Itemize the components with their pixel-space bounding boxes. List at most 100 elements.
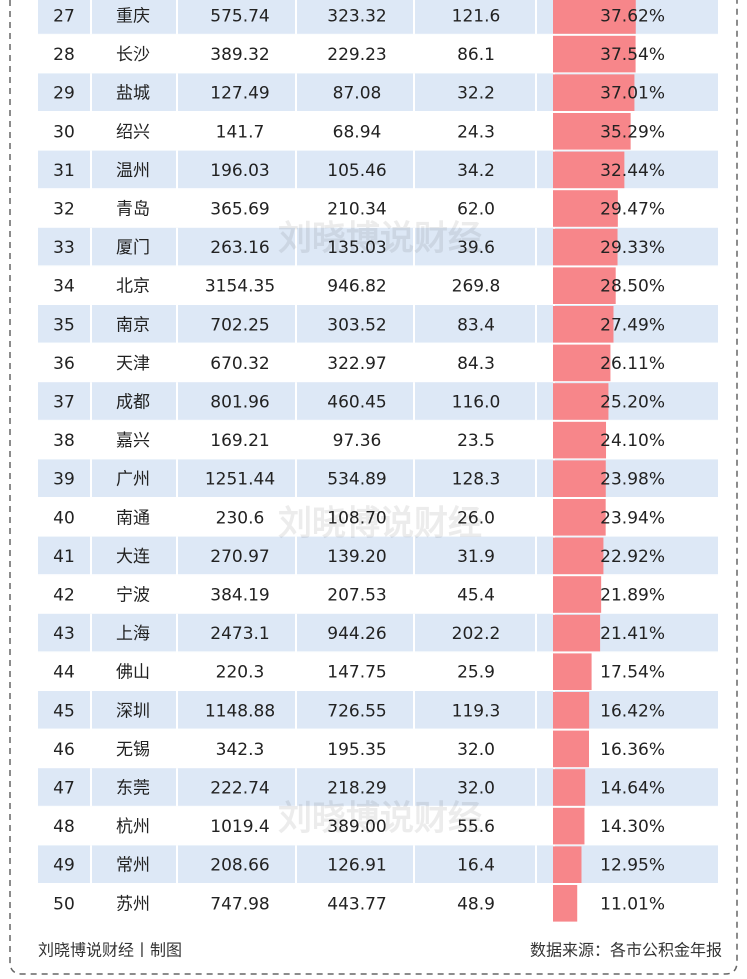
- row-divider: [38, 304, 718, 305]
- data-bar: [553, 306, 614, 343]
- row-divider: [38, 458, 718, 460]
- number-cell: 208.66: [210, 856, 269, 876]
- number-cell: 323.32: [327, 7, 386, 27]
- column-separator: [295, 536, 297, 576]
- data-bar: [553, 421, 607, 459]
- city-cell: 杭州: [116, 817, 150, 837]
- row-divider: [38, 728, 718, 730]
- number-cell: 2473.1: [210, 624, 269, 644]
- row-background: [38, 806, 718, 846]
- row-divider: [38, 651, 718, 653]
- percent-cell: 25.20%: [600, 393, 665, 413]
- data-bar: [553, 228, 618, 266]
- number-cell: 389.32: [210, 45, 269, 65]
- percent-cell: 35.29%: [600, 122, 665, 142]
- number-cell: 42: [53, 586, 75, 606]
- column-separator: [413, 73, 415, 112]
- row-divider: [38, 111, 718, 112]
- footer-source: 数据来源：各市公积金年报: [530, 941, 722, 960]
- row-divider: [38, 33, 718, 35]
- number-cell: 24.3: [457, 122, 495, 142]
- city-cell: 佛山: [116, 663, 150, 683]
- city-cell: 宁波: [116, 586, 150, 606]
- percent-cell: 22.92%: [600, 547, 665, 567]
- column-separator: [176, 150, 178, 190]
- number-cell: 38: [53, 431, 75, 451]
- column-separator: [176, 305, 178, 344]
- percent-cell: 12.95%: [600, 856, 665, 876]
- data-bar: [553, 190, 618, 227]
- number-cell: 210.34: [327, 200, 386, 220]
- city-cell: 盐城: [116, 84, 150, 104]
- number-cell: 946.82: [327, 277, 386, 297]
- data-bar: [553, 769, 586, 806]
- percent-cell: 23.98%: [600, 470, 665, 490]
- watermark: 刘晓博说财经: [278, 504, 482, 544]
- percent-cell: 37.62%: [600, 7, 665, 27]
- number-cell: 45: [53, 701, 75, 721]
- percent-cell: 17.54%: [600, 663, 665, 683]
- row-background: [38, 613, 718, 653]
- data-bar: [553, 653, 592, 690]
- data-bar: [553, 267, 616, 304]
- number-cell: 670.32: [210, 354, 269, 374]
- row-divider: [38, 497, 718, 498]
- number-cell: 25.9: [457, 663, 495, 683]
- number-cell: 105.46: [327, 161, 386, 181]
- column-separator: [413, 459, 415, 498]
- number-cell: 230.6: [216, 508, 265, 528]
- row-divider: [38, 72, 718, 74]
- row-divider: [38, 574, 718, 576]
- number-cell: 269.8: [452, 277, 501, 297]
- column-separator: [176, 0, 178, 35]
- number-cell: 35: [53, 315, 75, 335]
- number-cell: 23.5: [457, 431, 495, 451]
- column-separator: [413, 768, 415, 807]
- number-cell: 34: [53, 277, 75, 297]
- percent-cell: 32.44%: [600, 161, 665, 181]
- city-cell: 广州: [116, 470, 150, 490]
- city-cell: 上海: [116, 624, 150, 644]
- row-divider: [38, 381, 718, 383]
- row-divider: [38, 188, 718, 190]
- column-separator: [295, 227, 297, 267]
- number-cell: 97.36: [333, 431, 382, 451]
- number-cell: 33: [53, 238, 75, 258]
- number-cell: 40: [53, 508, 75, 528]
- footer-credit: 刘晓博说财经丨制图: [38, 941, 182, 960]
- number-cell: 1251.44: [205, 470, 275, 490]
- column-separator: [413, 613, 415, 653]
- number-cell: 195.35: [327, 740, 386, 760]
- column-separator: [90, 382, 92, 421]
- city-cell: 南京: [116, 315, 150, 335]
- number-cell: 87.08: [333, 84, 382, 104]
- percent-cell: 14.30%: [600, 817, 665, 837]
- table: 27 重庆 575.74 323.32 121.6 37.62% 28 长沙 389.32 229…: [38, 0, 718, 923]
- column-separator: [176, 536, 178, 576]
- column-separator: [413, 150, 415, 190]
- number-cell: 49: [53, 856, 75, 876]
- number-cell: 747.98: [210, 894, 269, 914]
- number-cell: 39.6: [457, 238, 495, 258]
- column-separator: [295, 382, 297, 421]
- row-divider: [38, 767, 718, 769]
- row-divider: [38, 612, 718, 614]
- percent-cell: 24.10%: [600, 431, 665, 451]
- column-separator: [90, 691, 92, 730]
- number-cell: 222.74: [210, 779, 269, 799]
- number-cell: 62.0: [457, 200, 495, 220]
- city-cell: 厦门: [116, 238, 150, 258]
- data-bar: [553, 885, 578, 922]
- number-cell: 30: [53, 122, 75, 142]
- number-cell: 229.23: [327, 45, 386, 65]
- number-cell: 944.26: [327, 624, 386, 644]
- number-cell: 702.25: [210, 315, 269, 335]
- percent-cell: 26.11%: [600, 354, 665, 374]
- column-separator: [535, 73, 537, 112]
- number-cell: 443.77: [327, 894, 386, 914]
- percent-cell: 27.49%: [600, 315, 665, 335]
- city-cell: 深圳: [116, 701, 150, 721]
- city-cell: 天津: [116, 354, 150, 374]
